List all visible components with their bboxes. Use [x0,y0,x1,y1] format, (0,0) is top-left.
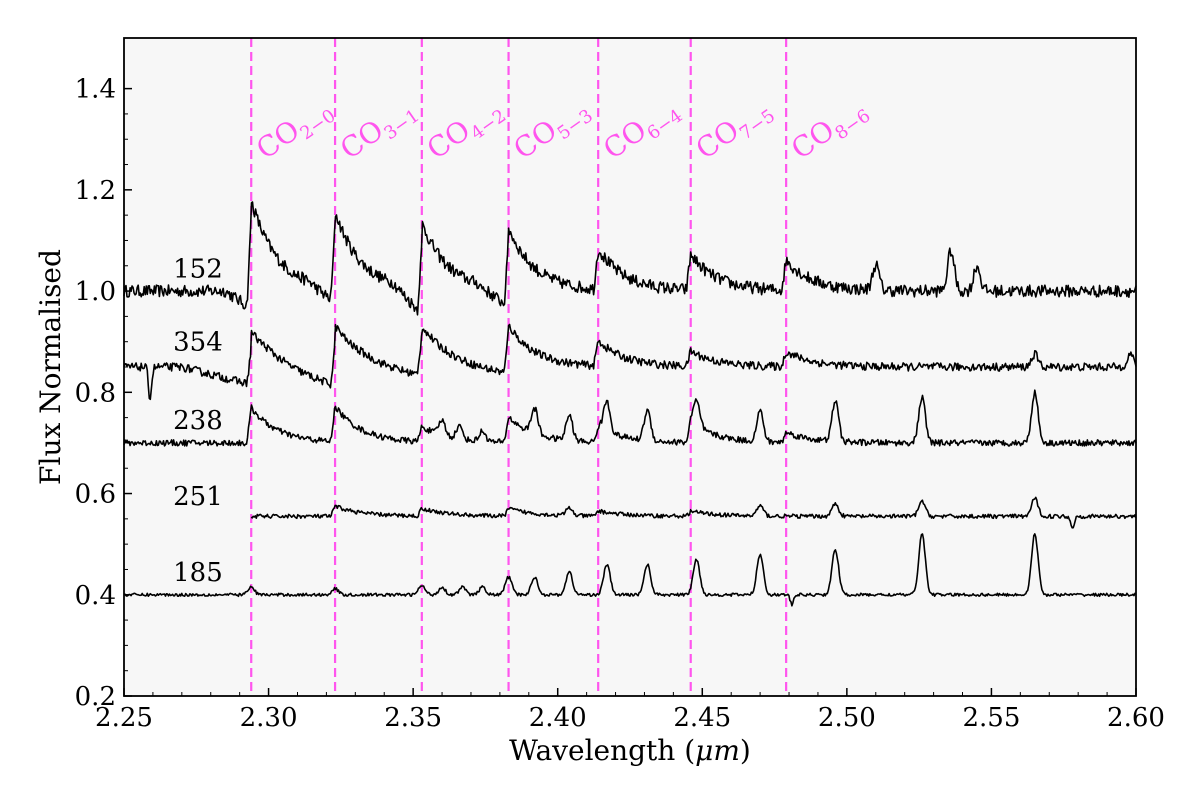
spectrum-label: 152 [173,254,223,284]
spectrum-label: 354 [173,328,223,358]
x-tick-label: 2.30 [240,703,298,733]
spectrum-354 [123,323,1137,401]
y-tick-label: 0.2 [75,682,116,712]
x-axis-ticks: 2.25 2.30 2.35 2.40 2.45 2.50 2.55 2.60 [95,688,1165,733]
x-axis-title-text: Wavelength [509,734,675,767]
y-tick-label: 0.6 [75,480,116,510]
spectra-lines [123,201,1137,607]
spectrum-label: 238 [173,406,223,436]
x-tick-label: 2.55 [962,703,1020,733]
x-tick-label: 2.25 [95,703,153,733]
x-tick-label: 2.35 [384,703,442,733]
spectrum-251 [250,496,1137,529]
spectrum-238 [123,389,1137,447]
spectrum-labels: 152 354 238 251 185 [173,254,223,588]
y-axis-ticks: 0.2 0.4 0.6 0.8 1.0 1.2 1.4 [75,75,132,712]
y-tick-label: 1.2 [75,176,116,206]
y-tick-label: 1.0 [75,277,116,307]
spectrum-185 [123,533,1137,607]
x-tick-label: 2.40 [529,703,587,733]
x-tick-label: 2.60 [1107,703,1165,733]
spectrum-label: 185 [173,558,223,588]
spectrum-label: 251 [173,482,223,512]
x-axis-unit: μm [695,734,740,767]
x-axis-title: Wavelength (μm) [509,734,751,767]
spectrum-152 [123,201,1137,316]
y-tick-label: 1.4 [75,75,116,105]
x-tick-label: 2.45 [673,703,731,733]
y-axis-title: Flux Normalised [34,249,67,485]
x-tick-label: 2.50 [818,703,876,733]
y-tick-label: 0.8 [75,378,116,408]
co-bandhead-markers [250,38,788,696]
y-tick-label: 0.4 [75,581,116,611]
